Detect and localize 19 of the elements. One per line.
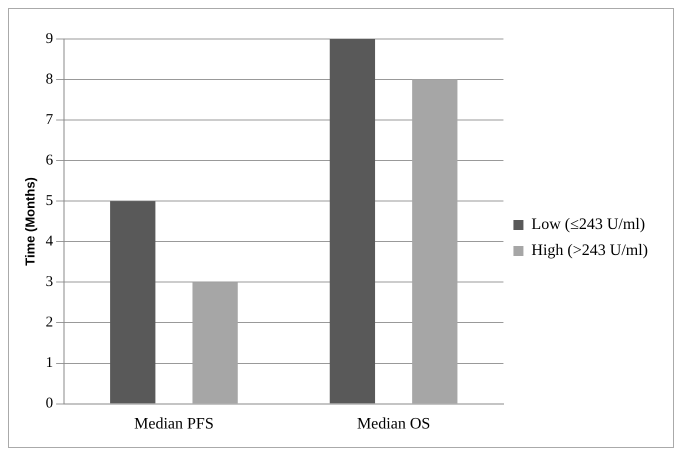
legend-label: High (>243 U/ml) [531, 242, 648, 260]
y-tick-label: 2 [46, 314, 54, 331]
y-tick-label: 1 [46, 355, 54, 372]
bar [412, 80, 458, 404]
y-tick-label: 6 [46, 152, 54, 169]
y-tick-label: 0 [46, 396, 54, 412]
legend-label: Low (≤243 U/ml) [531, 216, 646, 234]
bar [330, 39, 376, 404]
y-tick-label: 5 [46, 193, 54, 210]
y-tick-label: 3 [46, 274, 54, 290]
y-tick-label: 4 [46, 234, 54, 250]
y-tick-label: 9 [46, 30, 54, 47]
y-axis-title: Time (Months) [22, 177, 38, 266]
y-tick-label: 7 [46, 112, 54, 128]
y-tick-label: 8 [46, 71, 54, 88]
bar [192, 282, 238, 404]
x-tick-label: Median PFS [134, 416, 214, 433]
bar [110, 201, 156, 404]
x-tick-label: Median OS [356, 416, 430, 433]
